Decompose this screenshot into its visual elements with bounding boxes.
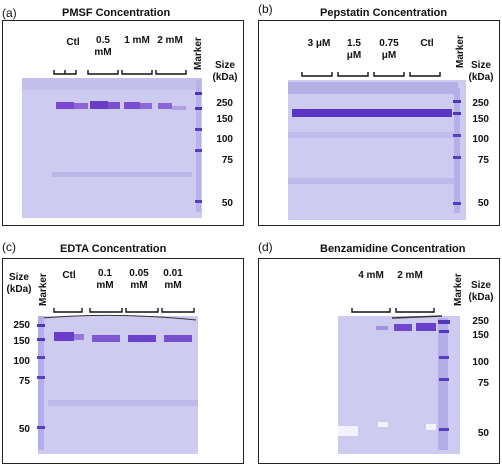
panel-d-size-label: Size (kDa)	[468, 280, 494, 303]
panel-c-marker-150: 150	[13, 336, 30, 347]
panel-b-lane-4: Ctl	[420, 38, 434, 49]
panel-b-title: Pepstatin Concentration	[320, 7, 448, 19]
panel-c-frame	[2, 258, 244, 464]
panel-c-lane-3: 0.05 mM	[129, 268, 149, 291]
panel-a-marker-100: 100	[216, 134, 233, 145]
panel-b-letter: (b)	[258, 2, 273, 16]
panel-d-marker-label: Marker	[453, 273, 464, 306]
panel-d-marker-75: 75	[477, 378, 489, 389]
panel-c-marker-250: 250	[13, 320, 30, 331]
panel-c-gel	[37, 308, 198, 454]
panel-d-frame	[258, 258, 500, 464]
panel-b-marker-50: 50	[477, 198, 489, 209]
panel-d-marker-100: 100	[472, 357, 489, 368]
panel-a-lane-2: 0.5 mM	[94, 35, 112, 58]
panel-b-lane-1: 3 μM	[307, 38, 331, 49]
panel-a-marker-label: Marker	[193, 37, 204, 70]
panel-a-gel	[22, 70, 202, 218]
panel-b-frame	[258, 20, 500, 226]
panel-a-marker-50: 50	[221, 198, 233, 209]
panel-d-letter: (d)	[258, 240, 273, 254]
panel-d-lane-2: 2 mM	[397, 270, 423, 281]
panel-a-lane-1: Ctl	[66, 37, 80, 48]
panel-d-lane-1: 4 mM	[358, 270, 384, 281]
panel-a-marker-75: 75	[221, 155, 233, 166]
panel-a-size-label: Size (kDa)	[212, 60, 238, 83]
panel-d-title: Benzamidine Concentration	[320, 243, 466, 255]
panel-b-lane-3: 0.75 μM	[379, 38, 399, 61]
panel-d-brackets	[351, 308, 435, 313]
panel-d-marker-150: 150	[472, 330, 489, 341]
panel-b-marker-label: Marker	[455, 35, 466, 68]
panel-b-lane-2: 1.5 μM	[346, 38, 362, 61]
panel-c-brackets	[53, 308, 195, 313]
panel-d-gel	[338, 308, 460, 454]
panel-a-title: PMSF Concentration	[62, 7, 171, 19]
panel-b-marker-250: 250	[472, 98, 489, 109]
panel-c-lane-2: 0.1 mM	[96, 268, 114, 291]
panel-a-marker-150: 150	[216, 114, 233, 125]
panel-b-marker-100: 100	[472, 134, 489, 145]
panel-b-marker-150: 150	[472, 114, 489, 125]
panel-a-brackets	[53, 70, 187, 75]
panel-b-marker-75: 75	[477, 155, 489, 166]
panel-a-lane-3: 1 mM	[124, 35, 150, 46]
panel-a-letter: (a)	[2, 6, 17, 20]
panel-c-marker-75: 75	[18, 376, 30, 387]
panel-c-letter: (c)	[2, 240, 16, 254]
panel-d-marker-50: 50	[477, 428, 489, 439]
panel-c-size-label: Size (kDa)	[6, 272, 32, 295]
panel-c-marker-100: 100	[13, 356, 30, 367]
panel-c-lane-1: Ctl	[62, 270, 76, 281]
panel-d-marker-250: 250	[472, 316, 489, 327]
panel-c-lane-4: 0.01 mM	[163, 268, 183, 291]
panel-a-lane-4: 2 mM	[157, 35, 183, 46]
panel-b-brackets	[301, 72, 441, 77]
panel-a-frame	[2, 20, 244, 226]
panel-c-title: EDTA Concentration	[60, 243, 167, 255]
panel-c-marker-50: 50	[18, 424, 30, 435]
panel-b-size-label: Size (kDa)	[468, 60, 494, 83]
panel-c-marker-label: Marker	[38, 273, 49, 306]
panel-b-gel	[288, 72, 466, 220]
panel-a-marker-250: 250	[216, 98, 233, 109]
